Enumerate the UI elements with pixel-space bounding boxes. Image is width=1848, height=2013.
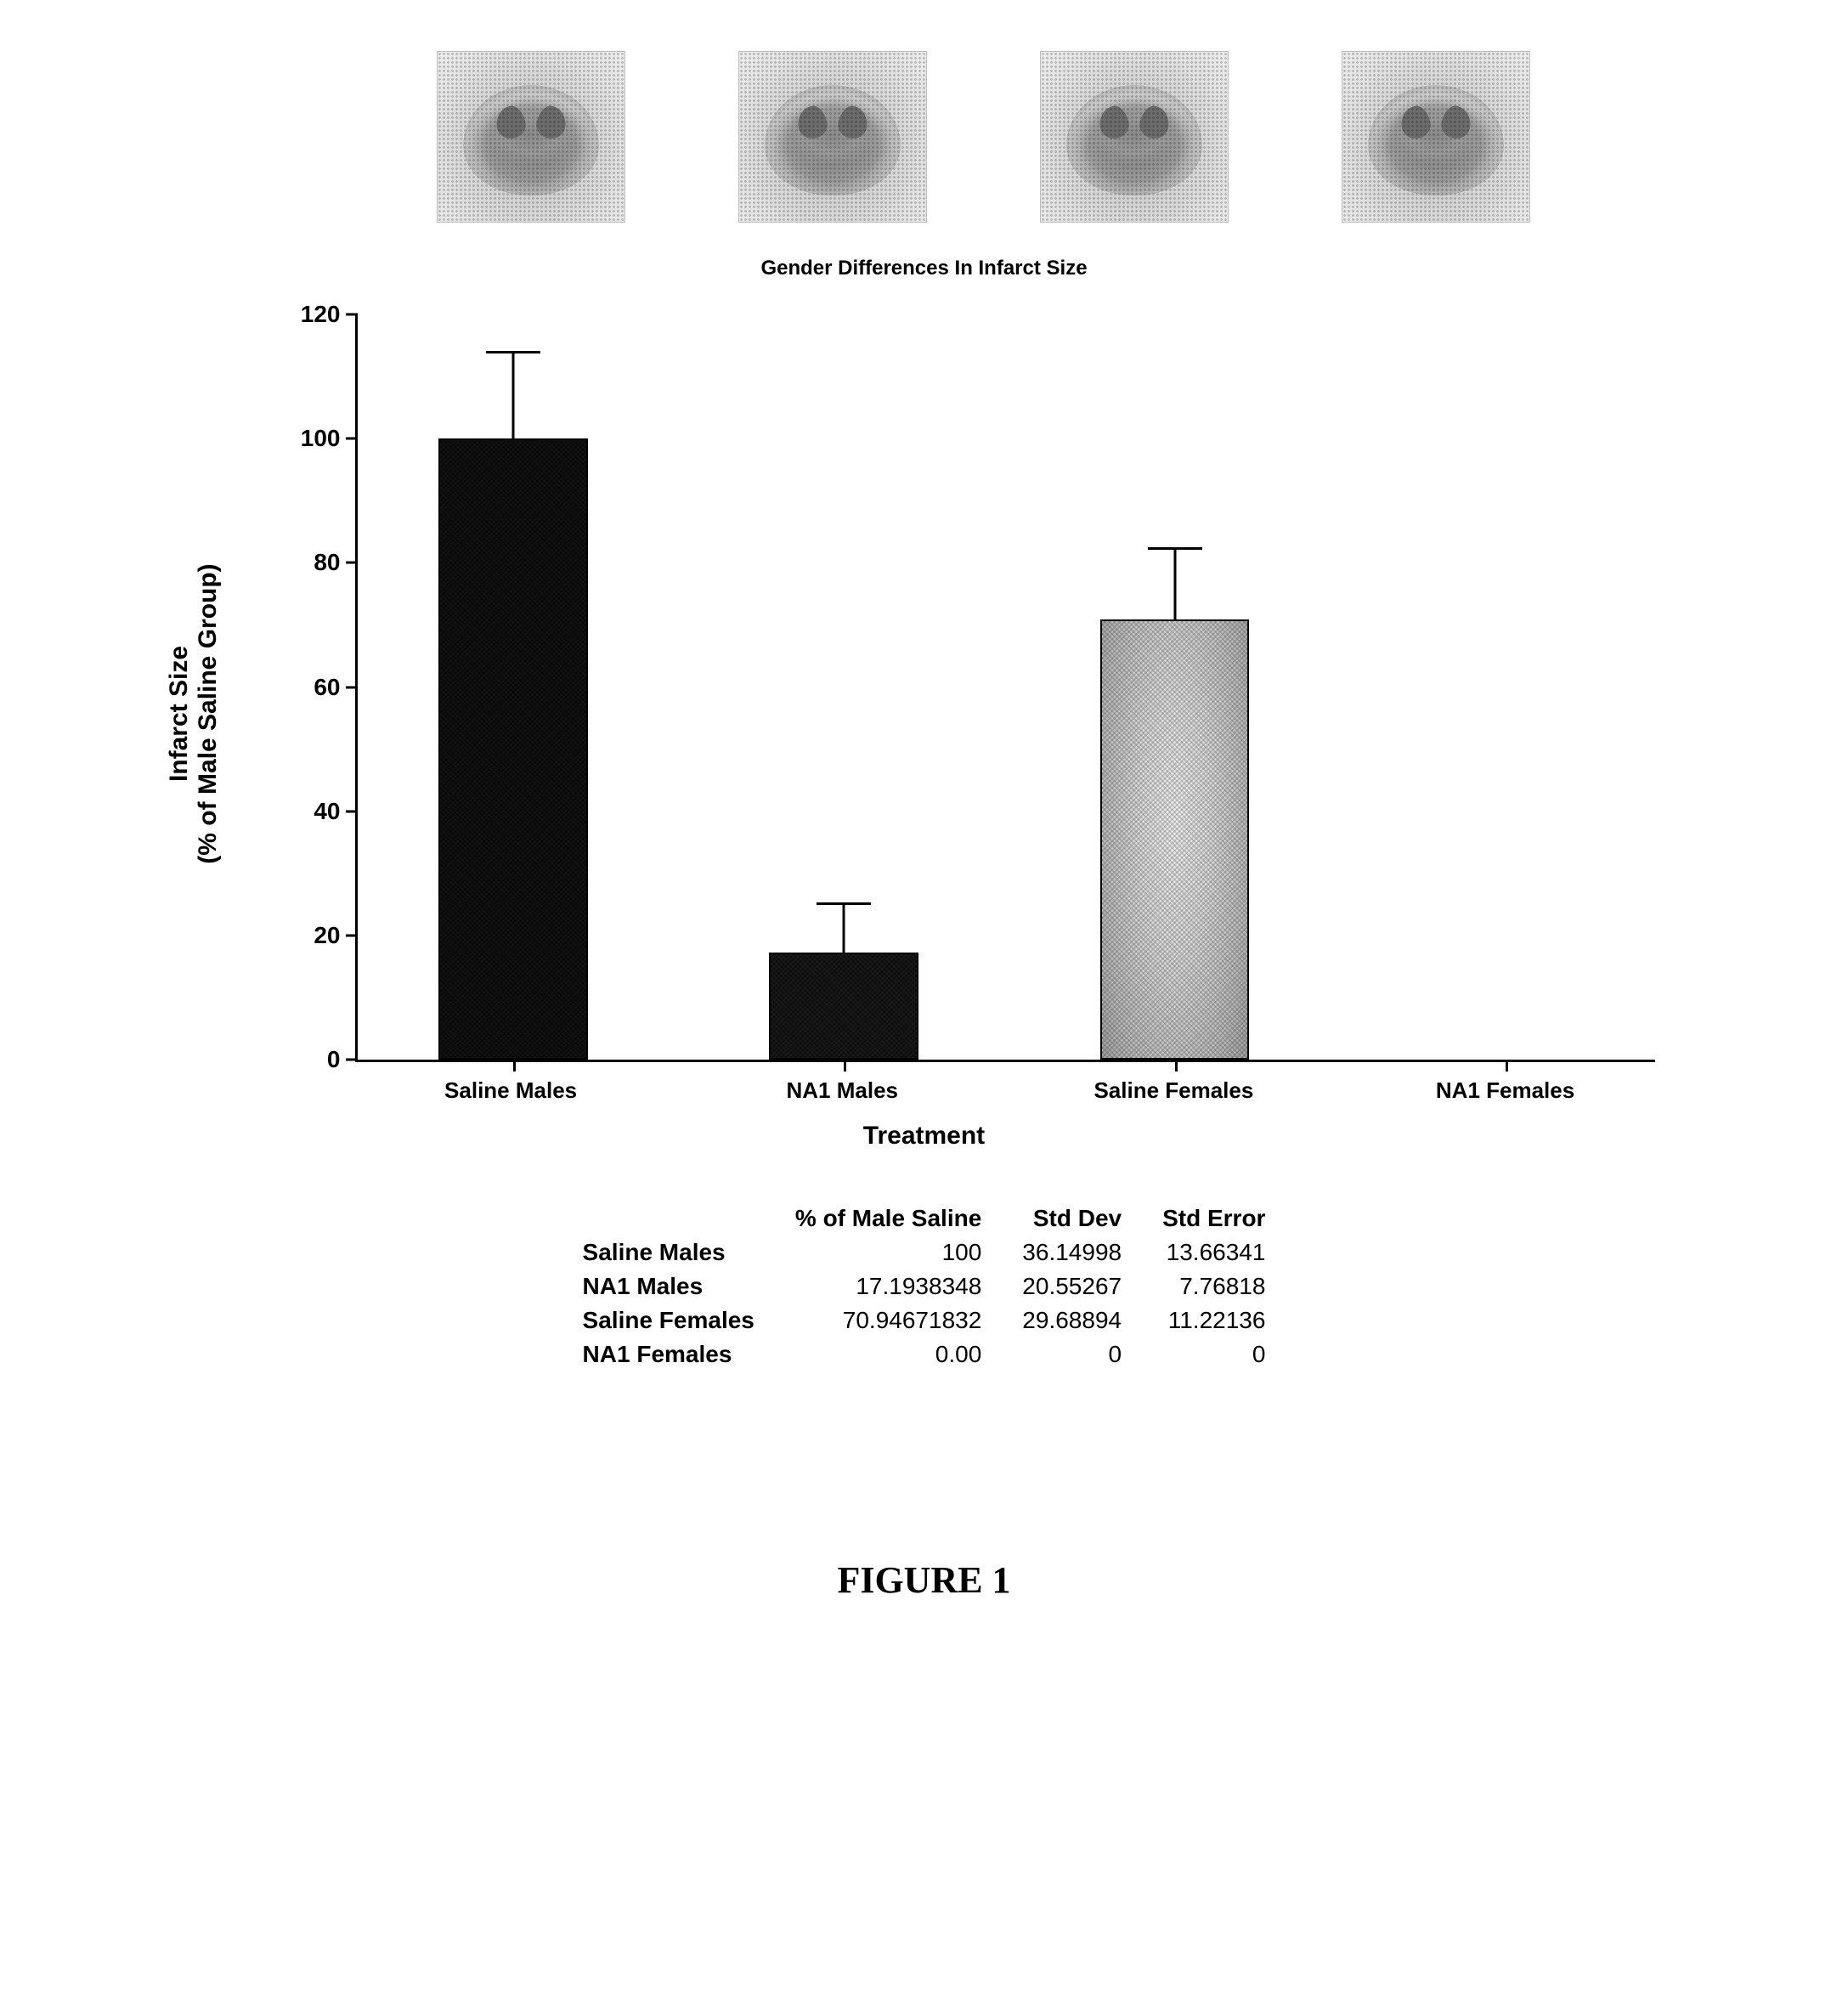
y-axis-label-line1: Infarct Size — [165, 646, 193, 782]
table-cell: 70.94671832 — [775, 1303, 1002, 1337]
y-tick-label: 0 — [290, 1046, 341, 1073]
table-header — [562, 1202, 775, 1236]
table-cell: 100 — [775, 1236, 1002, 1269]
error-cap — [817, 902, 871, 905]
chart-title: Gender Differences In Infarct Size — [160, 257, 1689, 280]
table-cell: 29.68894 — [1002, 1303, 1142, 1337]
error-cap — [1147, 547, 1201, 550]
brain-thumbnail — [1342, 51, 1530, 223]
figure-caption: FIGURE 1 — [160, 1558, 1689, 1602]
bars-layer — [358, 314, 1655, 1060]
table-header: Std Dev — [1002, 1202, 1142, 1236]
table-cell: 0 — [1142, 1337, 1286, 1371]
bar — [1100, 619, 1250, 1060]
x-tick-label: Saline Females — [1094, 1077, 1253, 1104]
table-row-header: NA1 Males — [562, 1269, 775, 1303]
brain-thumbnail — [1040, 51, 1229, 223]
figure-1: Gender Differences In Infarct Size Infar… — [160, 51, 1689, 1602]
plot-area: 020406080100120 — [355, 314, 1655, 1062]
table-row: Saline Males10036.1499813.66341 — [562, 1236, 1286, 1269]
table-cell: 0 — [1002, 1337, 1142, 1371]
table-cell: 20.55267 — [1002, 1269, 1142, 1303]
bar — [438, 438, 588, 1060]
y-tick — [346, 810, 358, 812]
bar-chart: Infarct Size (% of Male Saline Group) 02… — [253, 314, 1689, 1113]
brain-thumbnail — [437, 51, 625, 223]
table-row: Saline Females70.9467183229.6889411.2213… — [562, 1303, 1286, 1337]
table-header: % of Male Saline — [775, 1202, 1002, 1236]
table-cell: 36.14998 — [1002, 1236, 1142, 1269]
table-cell: 0.00 — [775, 1337, 1002, 1371]
summary-table: % of Male SalineStd DevStd Error Saline … — [562, 1202, 1286, 1371]
y-tick — [346, 1059, 358, 1061]
y-tick — [346, 438, 358, 440]
x-tick-label: Saline Males — [444, 1077, 577, 1104]
y-tick-label: 80 — [290, 549, 341, 576]
y-tick — [346, 314, 358, 316]
error-bar — [843, 905, 845, 953]
x-tick-label: NA1 Females — [1436, 1077, 1574, 1104]
error-bar — [1173, 550, 1176, 619]
table-cell: 11.22136 — [1142, 1303, 1286, 1337]
table-row: NA1 Males17.193834820.552677.76818 — [562, 1269, 1286, 1303]
error-bar — [511, 353, 514, 438]
y-tick-label: 60 — [290, 674, 341, 701]
table-cell: 13.66341 — [1142, 1236, 1286, 1269]
y-tick-label: 100 — [290, 425, 341, 452]
x-tick-labels: Saline Males NA1 Males Saline Females NA1 F… — [355, 1062, 1655, 1113]
table-cell: 7.76818 — [1142, 1269, 1286, 1303]
y-axis-label-line2: (% of Male Saline Group) — [194, 563, 223, 863]
y-tick — [346, 562, 358, 564]
error-cap — [486, 351, 540, 353]
brain-thumbnails-row — [381, 51, 1587, 223]
y-tick-label: 20 — [290, 922, 341, 949]
brain-thumbnail — [738, 51, 927, 223]
x-axis-label: Treatment — [160, 1122, 1689, 1151]
table-cell: 17.1938348 — [775, 1269, 1002, 1303]
y-tick — [346, 686, 358, 688]
y-tick-label: 120 — [290, 301, 341, 328]
table-header: Std Error — [1142, 1202, 1286, 1236]
table-row-header: NA1 Females — [562, 1337, 775, 1371]
bar — [769, 953, 918, 1060]
y-tick — [346, 934, 358, 936]
table-row: NA1 Females0.0000 — [562, 1337, 1286, 1371]
table-row-header: Saline Males — [562, 1236, 775, 1269]
y-tick-label: 40 — [290, 798, 341, 825]
y-axis-label: Infarct Size (% of Male Saline Group) — [165, 563, 223, 863]
x-tick-label: NA1 Males — [787, 1077, 899, 1104]
table-row-header: Saline Females — [562, 1303, 775, 1337]
